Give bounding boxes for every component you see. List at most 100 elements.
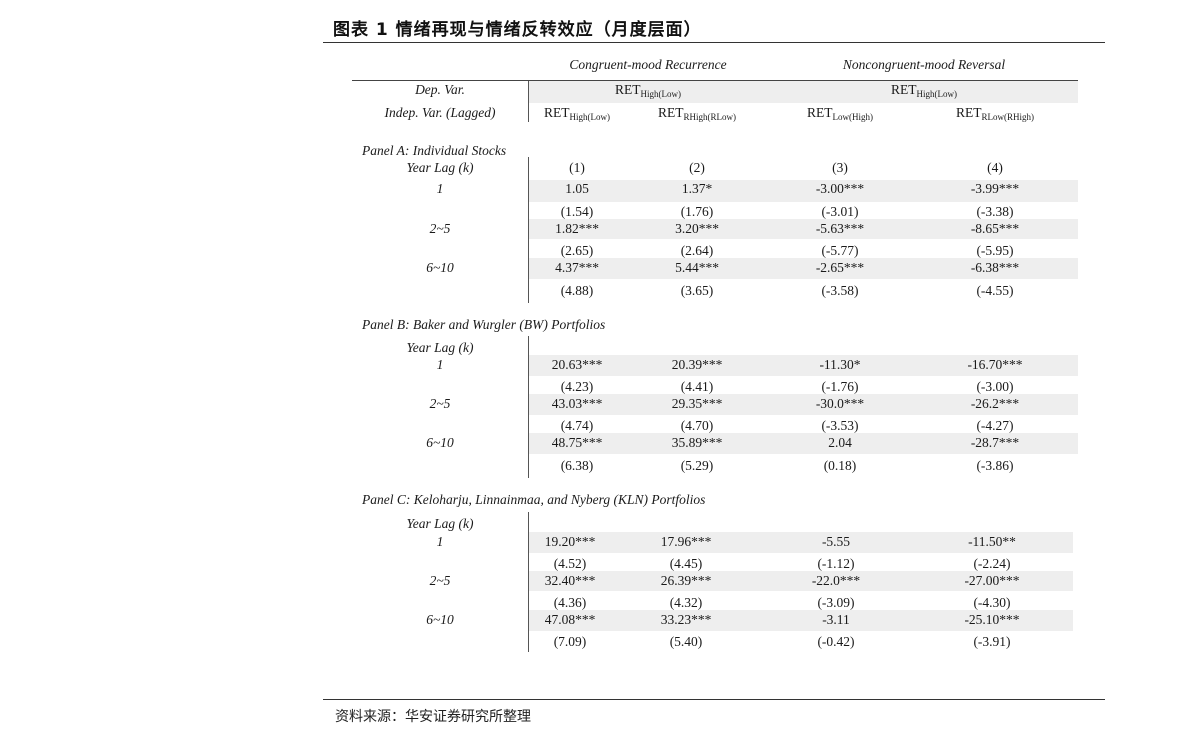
tstat-cell: (-5.77)	[821, 243, 859, 258]
panel-b-yearlag: Year Lag (k)	[406, 340, 474, 355]
coef-cell: 17.96***	[660, 534, 712, 549]
coef-cell: 47.08***	[544, 612, 596, 627]
tstat-cell: (-3.53)	[821, 418, 859, 433]
tstat-cell: (-4.55)	[976, 283, 1014, 298]
row-lag: 2~5	[429, 396, 451, 411]
tstat-cell: (3.65)	[680, 283, 714, 298]
row-lag: 1	[436, 534, 444, 549]
panel-a-colnum-3: (3)	[832, 160, 848, 175]
col-header-2: RETRHigh(RLow)	[658, 105, 736, 122]
panel-c-vertical-rule	[528, 512, 529, 652]
tstat-cell: (5.29)	[680, 458, 714, 473]
panel-c-row-shade	[529, 532, 1073, 553]
coef-cell: -11.50**	[968, 534, 1016, 549]
row-lag: 6~10	[426, 435, 454, 450]
coef-cell: 3.20***	[675, 221, 719, 236]
tstat-cell: (1.76)	[680, 204, 714, 219]
tstat-cell: (4.36)	[553, 595, 587, 610]
coef-cell: -16.70***	[967, 357, 1023, 372]
dep-var-shade	[529, 81, 1078, 103]
tstat-cell: (-3.09)	[817, 595, 855, 610]
coef-cell: 1.37*	[681, 181, 713, 196]
panel-b-title: Panel B: Baker and Wurgler (BW) Portfoli…	[362, 317, 606, 332]
row-lag: 6~10	[426, 612, 454, 627]
tstat-cell: (4.45)	[669, 556, 703, 571]
header-vertical-rule	[528, 81, 529, 122]
footer-rule	[323, 699, 1105, 700]
dep-var-ret-noncongruent: RETHigh(Low)	[891, 82, 957, 99]
panel-a-yearlag: Year Lag (k)	[406, 160, 474, 175]
title-rule	[323, 42, 1105, 43]
tstat-cell: (-3.86)	[976, 458, 1014, 473]
tstat-cell: (-2.24)	[973, 556, 1011, 571]
source-note: 资料来源：华安证券研究所整理	[335, 709, 531, 725]
coef-cell: -3.00***	[815, 181, 865, 196]
panel-a-row-shade	[529, 258, 1078, 279]
panel-b-row-shade	[529, 394, 1078, 415]
coef-cell: 32.40***	[544, 573, 596, 588]
coef-cell: -27.00***	[964, 573, 1020, 588]
dep-var-label: Dep. Var.	[415, 82, 465, 97]
tstat-cell: (-3.38)	[976, 204, 1014, 219]
tstat-cell: (4.74)	[560, 418, 594, 433]
panel-b-row-shade	[529, 433, 1078, 454]
coef-cell: 1.05	[565, 181, 589, 196]
panel-c-title: Panel C: Keloharju, Linnainmaa, and Nybe…	[362, 492, 706, 507]
coef-cell: 26.39***	[660, 573, 712, 588]
panel-a-colnum-2: (2)	[689, 160, 705, 175]
coef-cell: 5.44***	[675, 260, 719, 275]
col-header-3: RETLow(High)	[807, 105, 873, 122]
tstat-cell: (4.52)	[553, 556, 587, 571]
panel-c-row-shade	[529, 610, 1073, 631]
coef-cell: -11.30*	[819, 357, 861, 372]
tstat-cell: (1.54)	[560, 204, 594, 219]
panel-a-title: Panel A: Individual Stocks	[362, 143, 507, 158]
coef-cell: -30.0***	[815, 396, 865, 411]
coef-cell: 20.39***	[671, 357, 723, 372]
coef-cell: 48.75***	[551, 435, 603, 450]
row-lag: 6~10	[426, 260, 454, 275]
coef-cell: 4.37***	[555, 260, 599, 275]
tstat-cell: (-3.00)	[976, 379, 1014, 394]
indep-var-label: Indep. Var. (Lagged)	[384, 105, 496, 120]
coef-cell: -25.10***	[964, 612, 1020, 627]
tstat-cell: (-4.27)	[976, 418, 1014, 433]
tstat-cell: (2.64)	[680, 243, 714, 258]
panel-b-row-shade	[529, 355, 1078, 376]
tstat-cell: (4.41)	[680, 379, 714, 394]
header-rule	[352, 80, 1078, 81]
coef-cell: -6.38***	[970, 260, 1020, 275]
coef-cell: -8.65***	[970, 221, 1020, 236]
tstat-cell: (-3.58)	[821, 283, 859, 298]
panel-c-yearlag: Year Lag (k)	[406, 516, 474, 531]
tstat-cell: (-3.01)	[821, 204, 859, 219]
tstat-cell: (-5.95)	[976, 243, 1014, 258]
coef-cell: -3.11	[822, 612, 850, 627]
tstat-cell: (4.88)	[560, 283, 594, 298]
tstat-cell: (-4.30)	[973, 595, 1011, 610]
group-header-noncongruent: Noncongruent-mood Reversal	[842, 57, 1006, 72]
row-lag: 2~5	[429, 573, 451, 588]
col-header-4: RETRLow(RHigh)	[956, 105, 1034, 122]
panel-b-vertical-rule	[528, 336, 529, 478]
coef-cell: 2.04	[828, 435, 852, 450]
row-lag: 1	[436, 181, 444, 196]
tstat-cell: (0.18)	[823, 458, 857, 473]
tstat-cell: (4.23)	[560, 379, 594, 394]
panel-a-colnum-4: (4)	[987, 160, 1003, 175]
tstat-cell: (-1.12)	[817, 556, 855, 571]
coef-cell: 19.20***	[544, 534, 596, 549]
panel-a-row-shade	[529, 180, 1078, 202]
row-lag: 1	[436, 357, 444, 372]
group-header-congruent: Congruent-mood Recurrence	[569, 57, 727, 72]
tstat-cell: (6.38)	[560, 458, 594, 473]
coef-cell: -22.0***	[811, 573, 861, 588]
coef-cell: 43.03***	[551, 396, 603, 411]
tstat-cell: (4.70)	[680, 418, 714, 433]
coef-cell: 20.63***	[551, 357, 603, 372]
tstat-cell: (-0.42)	[817, 634, 855, 649]
panel-a-row-shade	[529, 219, 1078, 239]
panel-a-colnum-1: (1)	[569, 160, 585, 175]
tstat-cell: (-1.76)	[821, 379, 859, 394]
coef-cell: 29.35***	[671, 396, 723, 411]
